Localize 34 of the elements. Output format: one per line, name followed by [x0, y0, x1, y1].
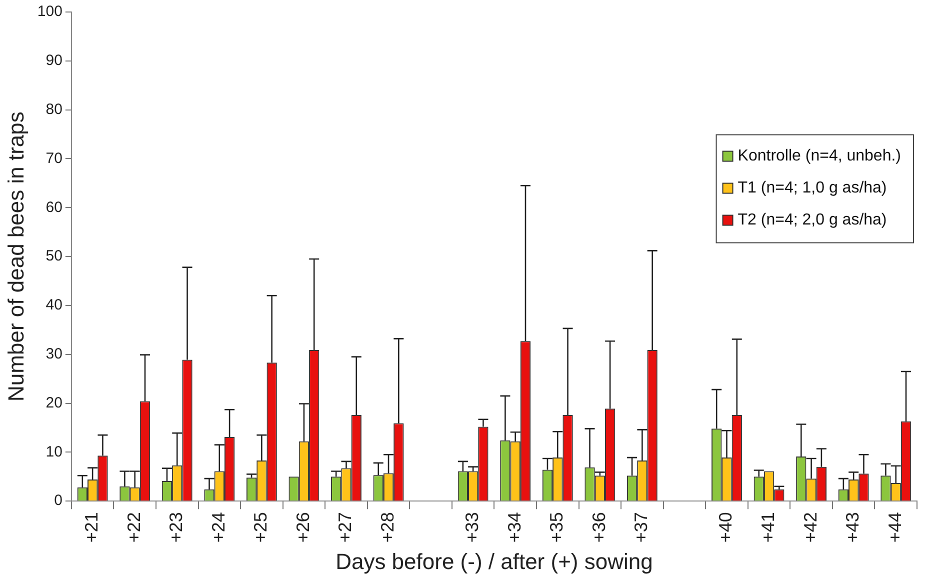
- x-tick-label: +41: [758, 512, 778, 543]
- x-tick-label: +34: [504, 512, 524, 543]
- legend-label: T2 (n=4; 2,0 g as/ha): [738, 212, 887, 229]
- x-tick-label: +27: [335, 512, 356, 543]
- x-tick-label: +33: [462, 512, 482, 543]
- y-tick-label: 90: [46, 52, 62, 70]
- x-tick-label: +35: [546, 512, 567, 543]
- y-tick-label: 60: [46, 198, 62, 216]
- legend-label: Kontrolle (n=4, unbeh.): [738, 148, 901, 165]
- x-tick-label: +44: [884, 512, 905, 543]
- x-tick-label: +28: [377, 512, 398, 543]
- y-axis-title: Number of dead bees in traps: [3, 112, 28, 402]
- x-tick-label: +43: [842, 512, 863, 543]
- x-tick-label: +25: [250, 512, 271, 543]
- x-tick-label: +42: [800, 512, 820, 543]
- y-tick-label: 30: [46, 345, 62, 362]
- x-tick-label: +40: [716, 512, 736, 543]
- x-tick-label: +24: [208, 512, 228, 543]
- y-tick-label: 80: [46, 100, 62, 118]
- x-tick-label: +36: [588, 512, 609, 543]
- y-tick-label: 10: [46, 443, 62, 460]
- x-tick-label: +26: [292, 512, 313, 543]
- x-tick-label: +22: [124, 512, 144, 543]
- y-tick-label: 20: [46, 394, 62, 412]
- x-tick-label: +37: [631, 512, 652, 543]
- y-tick-label: 40: [46, 296, 62, 314]
- x-axis-title: Days before (-) / after (+) sowing: [336, 548, 653, 574]
- legend-label: T1 (n=4; 1,0 g as/ha): [738, 180, 887, 197]
- y-tick-label: 50: [46, 248, 62, 265]
- y-tick-label: 70: [46, 150, 62, 167]
- x-tick-label: +21: [82, 512, 102, 543]
- x-tick-label: +23: [166, 512, 186, 543]
- y-tick-label: 0: [54, 492, 62, 510]
- y-tick-label: 100: [37, 3, 62, 20]
